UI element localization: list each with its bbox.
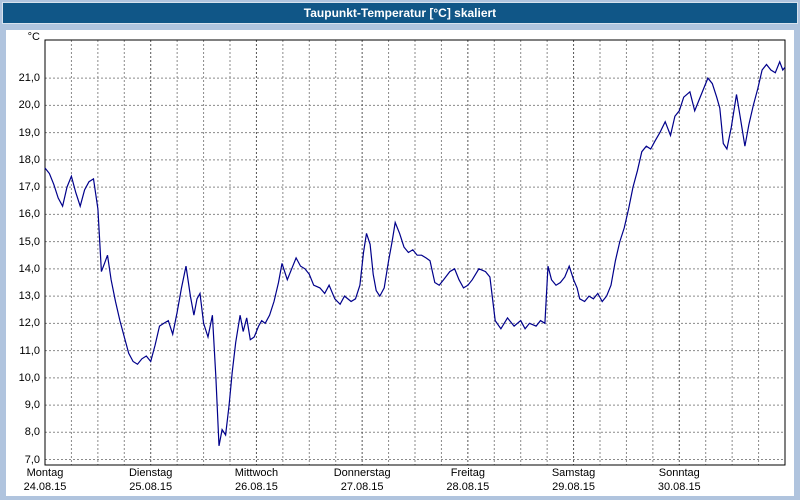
y-tick-label: 19,0 [18, 126, 40, 139]
y-tick-label: 16,0 [18, 208, 40, 221]
y-tick-label: 21,0 [18, 72, 40, 85]
day-name-label: Freitag [450, 467, 485, 479]
y-tick-label: 10,0 [18, 371, 40, 384]
day-date-label: 28.08.15 [446, 481, 490, 493]
y-tick-label: 14,0 [18, 262, 40, 275]
y-tick-label: 15,0 [18, 235, 40, 248]
day-name-label: Sonntag [658, 467, 700, 479]
title-bar: Taupunkt-Temperatur [°C] skaliert [2, 2, 798, 24]
day-date-label: 25.08.15 [129, 481, 173, 493]
y-tick-label: 17,0 [18, 181, 40, 194]
y-tick-label: 18,0 [18, 153, 40, 166]
chart-panel [6, 30, 794, 496]
chart-title: Taupunkt-Temperatur [°C] skaliert [303, 6, 497, 20]
day-date-label: 27.08.15 [340, 481, 384, 493]
y-tick-label: 20,0 [18, 99, 40, 112]
y-tick-label: 12,0 [18, 317, 40, 330]
day-date-label: 26.08.15 [235, 481, 278, 493]
y-tick-label: 7,0 [24, 453, 40, 466]
day-date-label: 30.08.15 [657, 481, 701, 493]
day-name-label: Donnerstag [333, 467, 391, 479]
day-date-label: 24.08.15 [23, 481, 67, 493]
day-date-label: 29.08.15 [552, 481, 595, 493]
day-name-label: Montag [26, 467, 64, 479]
day-name-label: Mittwoch [234, 467, 279, 479]
y-tick-label: 8,0 [24, 426, 40, 439]
day-name-label: Samstag [551, 467, 596, 479]
y-tick-label: 11,0 [19, 344, 40, 357]
y-tick-label: 13,0 [18, 290, 40, 303]
celsius-unit-label: °C [27, 31, 40, 43]
y-tick-label: 9,0 [24, 399, 40, 412]
day-name-label: Dienstag [128, 467, 173, 479]
